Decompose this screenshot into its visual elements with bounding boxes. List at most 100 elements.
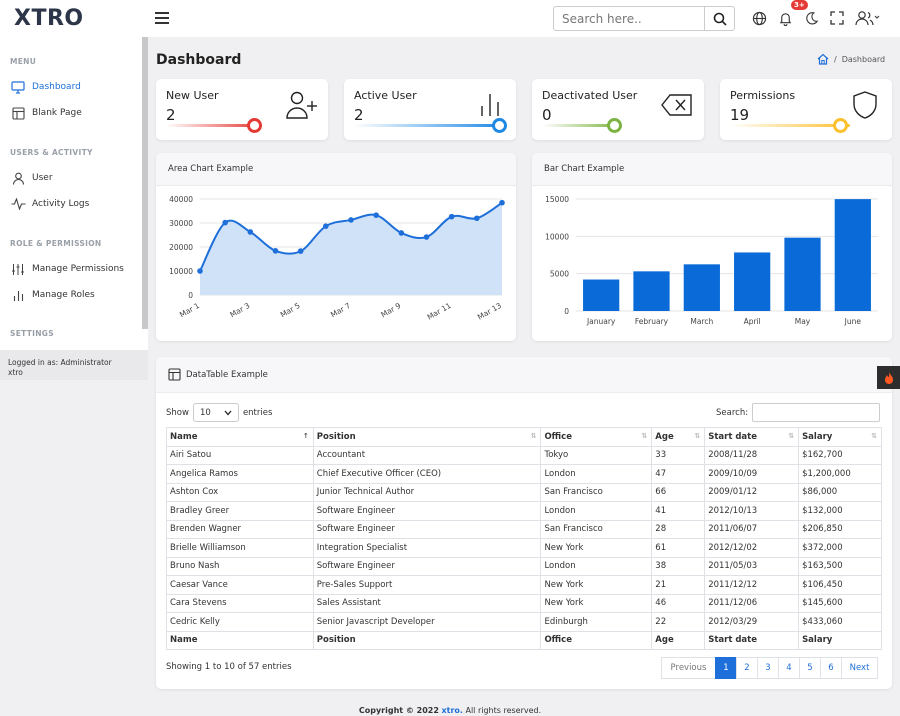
table-cell: Cedric Kelly xyxy=(166,612,314,632)
table-cell: Brielle Williamson xyxy=(166,538,314,558)
sidebar-item-activity-logs[interactable]: Activity Logs xyxy=(10,196,89,212)
bar[interactable] xyxy=(633,271,670,311)
logged-in-brand: xtro xyxy=(8,368,23,377)
column-header[interactable]: Salary ⇅ xyxy=(798,427,882,447)
table-row[interactable]: Ashton Cox Junior Technical Author San Fra… xyxy=(166,482,882,502)
data-point[interactable] xyxy=(448,213,455,220)
table-cell: Tokyo xyxy=(540,445,653,465)
table-row[interactable]: Airi Satou Accountant Tokyo 33 2008/11/28 $16… xyxy=(166,445,882,465)
table-cell: $1,200,000 xyxy=(798,464,882,484)
sidebar-item-manage-roles[interactable]: Manage Roles xyxy=(10,287,95,303)
table-row[interactable]: Angelica Ramos Chief Executive Officer (C… xyxy=(166,464,882,484)
column-header[interactable]: Name ↑ xyxy=(166,427,314,447)
table-cell: $162,700 xyxy=(798,445,882,465)
pagination-page[interactable]: 3 xyxy=(757,657,779,679)
column-header[interactable]: Position ⇅ xyxy=(312,427,542,447)
globe-icon[interactable] xyxy=(750,9,768,27)
footer-brand-link[interactable]: xtro. xyxy=(441,706,463,715)
sidebar-item-blank-page[interactable]: Blank Page xyxy=(10,105,82,121)
table-row[interactable]: Caesar Vance Pre-Sales Support New York 21 2… xyxy=(166,575,882,595)
table-cell: San Francisco xyxy=(540,519,653,539)
table-cell: 21 xyxy=(651,575,706,595)
data-point[interactable] xyxy=(272,248,279,254)
data-point[interactable] xyxy=(247,229,254,235)
logo[interactable]: XTRO xyxy=(14,6,84,31)
home-icon[interactable] xyxy=(817,53,829,65)
table-cell: New York xyxy=(540,575,653,595)
data-point[interactable] xyxy=(423,234,430,240)
table-cell: Software Engineer xyxy=(312,556,542,576)
bar[interactable] xyxy=(784,237,821,311)
column-header[interactable]: Start date ⇅ xyxy=(704,427,800,447)
bar[interactable] xyxy=(583,279,620,311)
table-cell: San Francisco xyxy=(540,482,653,502)
table-cell: Junior Technical Author xyxy=(312,482,542,502)
column-footer: Position xyxy=(312,630,542,650)
breadcrumb: / Dashboard xyxy=(817,53,885,65)
search-input[interactable] xyxy=(554,7,702,30)
pagination-page[interactable]: 2 xyxy=(736,657,758,679)
pagination-page[interactable]: 4 xyxy=(778,657,800,679)
sidebar-item-label: Dashboard xyxy=(32,82,81,92)
sidebar-item-user[interactable]: User xyxy=(10,170,53,186)
pagination-page[interactable]: 6 xyxy=(820,657,842,679)
table-cell: Airi Satou xyxy=(166,445,314,465)
bar[interactable] xyxy=(683,264,720,311)
sidebar-item-dashboard[interactable]: Dashboard xyxy=(10,79,81,95)
fullscreen-icon[interactable] xyxy=(828,9,846,27)
data-point[interactable] xyxy=(499,199,505,206)
data-point[interactable] xyxy=(398,230,405,236)
data-point[interactable] xyxy=(197,268,203,274)
table-row[interactable]: Cara Stevens Sales Assistant New York 46 201… xyxy=(166,593,882,613)
column-header[interactable]: Office ⇅ xyxy=(540,427,653,447)
bar[interactable] xyxy=(834,199,871,311)
search-button[interactable] xyxy=(704,7,734,30)
column-header[interactable]: Age ⇅ xyxy=(651,427,706,447)
table-cell: 38 xyxy=(651,556,706,576)
table-row[interactable]: Bruno Nash Software Engineer London 38 2011/… xyxy=(166,556,882,576)
data-point[interactable] xyxy=(373,212,379,218)
table-row[interactable]: Brenden Wagner Software Engineer San Franc… xyxy=(166,519,882,539)
sidebar-item-label: Manage Permissions xyxy=(32,264,124,274)
sidebar-section-menu: MENU xyxy=(10,57,37,66)
data-point[interactable] xyxy=(323,223,329,229)
table-row[interactable]: Brielle Williamson Integration Specialist… xyxy=(166,538,882,558)
page-title: Dashboard xyxy=(156,52,242,68)
table-cell: Software Engineer xyxy=(312,519,542,539)
table-cell: Pre-Sales Support xyxy=(312,575,542,595)
table-cell: Cara Stevens xyxy=(166,593,314,613)
table-cell: London xyxy=(540,464,653,484)
pagination-next[interactable]: Next xyxy=(841,657,878,679)
pagination-page[interactable]: 5 xyxy=(799,657,821,679)
sidebar-footer: Logged in as: Administrator xtro xyxy=(0,350,148,380)
table-row[interactable]: Bradley Greer Software Engineer London 41 20… xyxy=(166,501,882,521)
table-search-input[interactable] xyxy=(752,403,881,422)
chevron-down-icon xyxy=(224,410,232,415)
column-footer: Salary xyxy=(798,630,882,650)
table-cell: $163,500 xyxy=(798,556,882,576)
moon-icon[interactable] xyxy=(802,9,820,27)
fire-icon[interactable] xyxy=(877,366,900,389)
table-cell: New York xyxy=(540,538,653,558)
menu-toggle-icon[interactable] xyxy=(155,12,169,24)
bar[interactable] xyxy=(734,252,771,311)
user-menu-icon[interactable] xyxy=(855,9,881,27)
pagination-page[interactable]: 1 xyxy=(715,657,737,679)
stat-value: 2 xyxy=(166,106,176,124)
table-row[interactable]: Cedric Kelly Senior Javascript Developer E… xyxy=(166,612,882,632)
bell-icon[interactable] xyxy=(776,9,794,27)
stat-label: New User xyxy=(166,89,219,102)
data-point[interactable] xyxy=(348,217,354,223)
sidebar-item-manage-permissions[interactable]: Manage Permissions xyxy=(10,261,124,277)
y-tick-label: 0 xyxy=(188,291,193,300)
pagination-previous[interactable]: Previous xyxy=(661,657,716,679)
logged-in-text: Logged in as: Administrator xyxy=(8,358,112,367)
bar-chart: 0 5000 10000 15000 January February March April… xyxy=(545,195,878,326)
sidebar-scrollbar[interactable] xyxy=(142,37,148,329)
data-point[interactable] xyxy=(297,248,304,254)
table-body: Airi Satou Accountant Tokyo 33 2008/11/28 $16… xyxy=(166,445,882,632)
data-point[interactable] xyxy=(474,215,480,222)
data-point[interactable] xyxy=(222,219,228,226)
bar-chart-icon xyxy=(472,90,506,120)
entries-select[interactable]: 10 xyxy=(192,403,239,422)
